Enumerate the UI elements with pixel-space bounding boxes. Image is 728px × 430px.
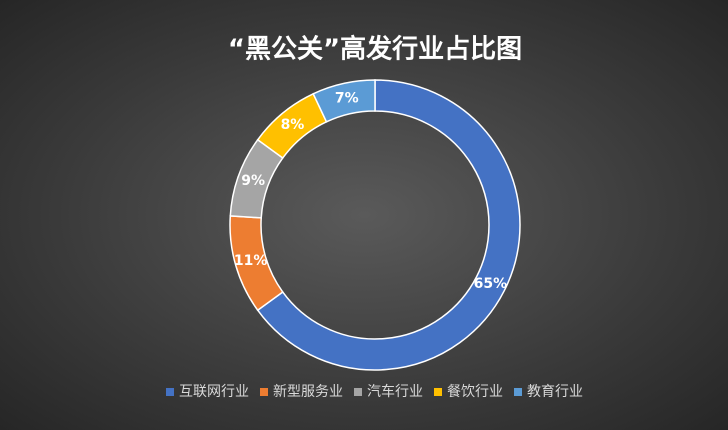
donut-segment [312, 79, 376, 123]
data-label: 11% [234, 253, 268, 269]
legend-swatch [514, 388, 522, 396]
legend-swatch [260, 388, 268, 396]
chart-title: “黑公关”高发行业占比图 [228, 34, 522, 65]
legend-label: 互联网行业 [179, 384, 249, 400]
legend-label: 新型服务业 [273, 384, 343, 400]
legend-swatch [166, 388, 174, 396]
legend-swatch [354, 388, 362, 396]
data-label: 65% [474, 276, 508, 292]
legend-label: 教育行业 [527, 384, 583, 400]
donut-segment [256, 79, 521, 371]
legend-swatch [434, 388, 442, 396]
legend-label: 餐饮行业 [447, 384, 503, 400]
legend-label: 汽车行业 [367, 383, 423, 400]
data-label: 8% [281, 117, 305, 133]
data-label: 7% [335, 91, 359, 107]
data-label: 9% [241, 173, 265, 189]
